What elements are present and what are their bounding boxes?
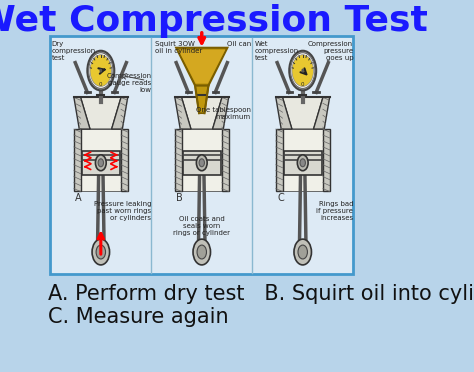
Text: Pressure leaking
past worn rings
or cylinders: Pressure leaking past worn rings or cyli… <box>94 202 151 221</box>
Bar <box>182 129 222 190</box>
Bar <box>276 129 283 190</box>
Circle shape <box>196 155 207 171</box>
Text: B: B <box>176 193 183 202</box>
Text: C: C <box>277 193 284 202</box>
Bar <box>284 151 321 175</box>
Circle shape <box>87 51 114 90</box>
Text: C. Measure again: C. Measure again <box>48 307 228 327</box>
Circle shape <box>292 55 313 86</box>
Circle shape <box>301 68 304 73</box>
Bar <box>82 151 119 175</box>
Polygon shape <box>74 97 90 129</box>
Text: Wet
compression
test: Wet compression test <box>255 41 299 61</box>
Bar <box>323 129 329 190</box>
Circle shape <box>294 239 311 265</box>
Circle shape <box>90 55 111 86</box>
Text: Oil can: Oil can <box>227 41 251 47</box>
Circle shape <box>297 155 308 171</box>
Circle shape <box>100 68 102 73</box>
Circle shape <box>95 155 106 171</box>
Circle shape <box>98 159 103 167</box>
Polygon shape <box>195 86 209 113</box>
Polygon shape <box>182 97 222 129</box>
Bar <box>183 151 220 175</box>
Bar <box>74 129 81 190</box>
Text: Oil coats and
seals worn
rings or cylinder: Oil coats and seals worn rings or cylind… <box>173 217 230 236</box>
Text: 0: 0 <box>99 82 102 87</box>
Polygon shape <box>81 97 121 129</box>
Circle shape <box>197 245 207 259</box>
Polygon shape <box>283 97 323 129</box>
Polygon shape <box>313 97 329 129</box>
Polygon shape <box>176 48 228 86</box>
Bar <box>81 129 121 190</box>
Text: A: A <box>75 193 82 202</box>
Polygon shape <box>175 97 191 129</box>
Polygon shape <box>212 97 228 129</box>
Text: One tablespoon
maximum: One tablespoon maximum <box>196 107 251 120</box>
Circle shape <box>92 239 109 265</box>
Circle shape <box>298 245 308 259</box>
Text: Wet Compression Test: Wet Compression Test <box>0 4 428 38</box>
Bar <box>222 129 228 190</box>
Circle shape <box>193 239 210 265</box>
Bar <box>121 129 128 190</box>
Polygon shape <box>178 50 225 83</box>
Circle shape <box>291 53 315 89</box>
Text: Rings bad
if pressure
increases: Rings bad if pressure increases <box>316 202 353 221</box>
Circle shape <box>289 51 316 90</box>
Text: A. Perform dry test   B. Squirt oil into cylinder: A. Perform dry test B. Squirt oil into c… <box>48 284 474 304</box>
Bar <box>283 129 323 190</box>
Polygon shape <box>111 97 128 129</box>
Text: Dry
compression
test: Dry compression test <box>52 41 96 61</box>
Text: Compression
gauge reads
low: Compression gauge reads low <box>106 73 151 93</box>
Circle shape <box>96 245 106 259</box>
Circle shape <box>89 53 113 89</box>
Circle shape <box>199 159 204 167</box>
Bar <box>175 129 182 190</box>
Text: Squirt 3OW
oil in cylinder: Squirt 3OW oil in cylinder <box>155 41 202 54</box>
Text: Compression
pressure
goes up: Compression pressure goes up <box>308 41 353 61</box>
Text: 0: 0 <box>301 82 304 87</box>
Circle shape <box>300 159 305 167</box>
Polygon shape <box>276 97 292 129</box>
FancyBboxPatch shape <box>50 36 353 274</box>
